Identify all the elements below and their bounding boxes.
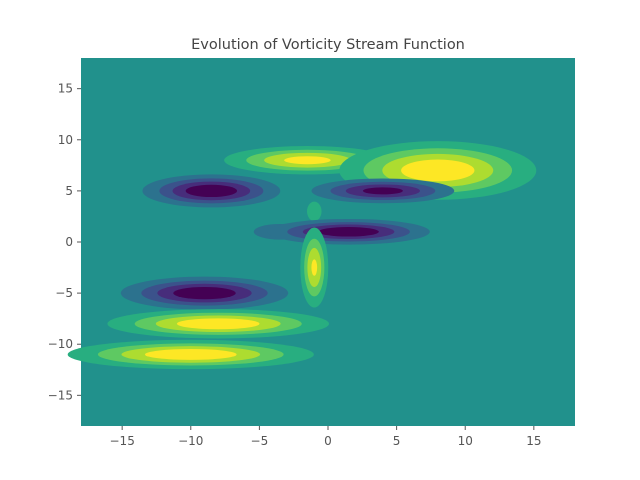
contour-level xyxy=(318,226,379,237)
y-tick-label: −5 xyxy=(55,286,73,300)
y-tick-label: 10 xyxy=(58,133,73,147)
y-tick-label: −15 xyxy=(48,388,73,402)
contour-low-1 xyxy=(142,174,281,208)
contour-layer xyxy=(67,141,537,370)
x-tick-label: −10 xyxy=(178,434,203,448)
x-tick-label: 0 xyxy=(324,434,332,448)
contour-level xyxy=(144,348,237,360)
contour-low-7 xyxy=(267,218,430,245)
contour-high-5 xyxy=(307,201,322,222)
x-axis: −15 −10 −5 0 5 10 15 xyxy=(110,426,541,448)
y-tick-label: 5 xyxy=(65,184,73,198)
x-tick-label: 15 xyxy=(526,434,541,448)
contour-high-10 xyxy=(107,309,330,339)
contour-high-8 xyxy=(300,227,329,308)
chart-title: Evolution of Vorticity Stream Function xyxy=(191,37,465,53)
contour-level xyxy=(307,201,322,222)
contour-level xyxy=(362,187,403,195)
contour-level xyxy=(173,286,236,300)
y-tick-label: 15 xyxy=(58,82,73,96)
x-tick-label: 5 xyxy=(393,434,401,448)
contour-level xyxy=(311,259,318,276)
contour-level xyxy=(185,184,238,198)
contour-level xyxy=(176,318,260,330)
contour-level xyxy=(284,156,331,165)
contour-high-11 xyxy=(67,339,314,370)
y-tick-label: 0 xyxy=(65,235,73,249)
contour-low-4 xyxy=(311,178,455,204)
y-axis: −15 −10 −5 0 5 10 15 xyxy=(48,82,81,402)
x-tick-label: −15 xyxy=(110,434,135,448)
contour-level xyxy=(401,159,475,182)
x-tick-label: −5 xyxy=(251,434,269,448)
x-tick-label: 10 xyxy=(458,434,473,448)
contour-low-9 xyxy=(120,276,289,310)
y-tick-label: −10 xyxy=(48,337,73,351)
